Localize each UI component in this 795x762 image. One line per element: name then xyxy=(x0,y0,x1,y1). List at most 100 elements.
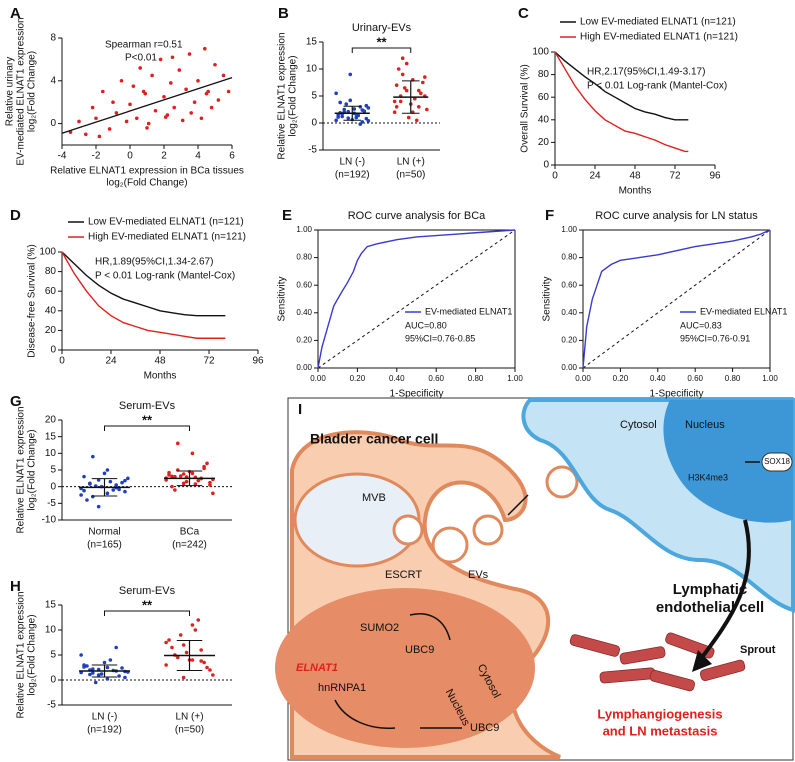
point xyxy=(96,504,101,509)
diagram-panel: I Bladder cancer cell MVB ESCRT EVs SUMO… xyxy=(275,397,795,761)
point xyxy=(406,115,411,120)
point xyxy=(176,655,180,660)
legend-label: Low EV-mediated ELNAT1 (n=121) xyxy=(88,217,244,228)
x-tick-label: 0.20 xyxy=(350,374,366,383)
point xyxy=(169,81,173,85)
x-sublabel: (n=242) xyxy=(172,540,207,551)
x-tick-label: Normal xyxy=(88,527,120,538)
y-tick-label: -5 xyxy=(308,145,317,156)
label: hnRNPA1 xyxy=(318,682,366,694)
label: Lymphangiogenesis xyxy=(597,706,722,721)
x-tick-label: 0.60 xyxy=(428,374,444,383)
significance: ** xyxy=(142,597,153,612)
point xyxy=(82,474,86,479)
x-tick-label: 0 xyxy=(59,356,65,367)
label: EVs xyxy=(468,569,489,581)
x-tick-label: 0 xyxy=(552,171,558,182)
series-line xyxy=(554,51,689,121)
series-line xyxy=(317,229,516,369)
panel-letter: A xyxy=(10,5,21,22)
point xyxy=(404,61,409,66)
point xyxy=(204,91,209,96)
arrow xyxy=(507,494,529,516)
point xyxy=(203,46,207,51)
point xyxy=(181,643,186,647)
x-axis-label: 1-Specificity xyxy=(390,389,444,400)
y-tick-label: 0 xyxy=(50,675,56,686)
x-tick-label: 0.00 xyxy=(575,374,591,383)
vesicle xyxy=(392,514,424,546)
point xyxy=(172,105,176,110)
y-tick-label: 10 xyxy=(45,448,57,459)
y-tick-label: -5 xyxy=(47,700,56,711)
y-tick-label: 40 xyxy=(538,114,550,125)
x-sublabel: (n=50) xyxy=(396,170,425,181)
x-tick-label: -4 xyxy=(58,151,67,162)
point xyxy=(334,118,338,123)
y-tick-label: 8 xyxy=(50,33,56,44)
point xyxy=(123,478,127,483)
point xyxy=(177,68,182,72)
point xyxy=(193,628,198,632)
point xyxy=(108,479,113,484)
point xyxy=(173,474,177,479)
x-tick-label: -2 xyxy=(92,151,101,162)
point xyxy=(94,116,98,121)
point xyxy=(336,115,340,119)
point xyxy=(163,115,168,119)
point xyxy=(150,73,154,78)
trendline xyxy=(61,76,233,134)
y-tick-label: 0.40 xyxy=(561,308,577,317)
point xyxy=(394,83,399,87)
point xyxy=(145,126,149,130)
point xyxy=(205,665,209,670)
panel-letter: G xyxy=(10,393,22,410)
chart-title: ROC curve analysis for BCa xyxy=(348,210,486,222)
label: endothelial cell xyxy=(656,599,764,616)
point xyxy=(187,52,192,56)
x-tick-label: 6 xyxy=(229,151,235,162)
point xyxy=(88,672,92,677)
y-tick-label: 0 xyxy=(543,160,549,171)
y-tick-label: 1.00 xyxy=(296,225,312,234)
y-tick-label: 10 xyxy=(306,64,318,75)
point xyxy=(105,468,110,472)
point xyxy=(114,645,118,650)
point xyxy=(404,88,409,93)
point xyxy=(102,471,107,476)
point xyxy=(184,650,189,655)
point xyxy=(91,671,95,675)
label: ESCRT xyxy=(385,569,422,581)
point xyxy=(211,491,215,496)
point xyxy=(421,80,425,85)
point xyxy=(173,488,177,492)
point xyxy=(126,476,130,481)
point xyxy=(392,99,397,104)
x-tick-label: 0.40 xyxy=(650,374,666,383)
point xyxy=(114,111,119,115)
annotation: 95%CI=0.76-0.85 xyxy=(405,333,475,343)
series-line xyxy=(61,251,226,317)
y-tick-label: 60 xyxy=(45,286,57,297)
annotation: AUC=0.83 xyxy=(680,320,722,330)
label: Cytosol xyxy=(620,419,657,431)
point xyxy=(190,658,195,662)
x-tick-label: 48 xyxy=(629,171,641,182)
significance-bracket xyxy=(351,47,412,53)
point xyxy=(141,89,146,94)
y-tick-label: 0.20 xyxy=(561,336,577,345)
x-tick-label: 24 xyxy=(589,171,601,182)
point xyxy=(205,461,209,466)
y-axis-label: Relative urinary xyxy=(5,57,16,126)
label: UBC9 xyxy=(405,644,434,656)
lymphatic-vessels xyxy=(569,632,746,692)
y-axis-label: Relative ELNAT1 expression xyxy=(16,406,27,533)
point xyxy=(189,111,193,115)
point xyxy=(184,479,189,484)
annotation: P < 0.01 Log-rank (Mantel-Cox) xyxy=(95,271,235,282)
y-tick-label: 20 xyxy=(538,137,550,148)
ev xyxy=(431,526,469,564)
x-tick-label: 1.00 xyxy=(762,374,778,383)
y-tick-label: 0.60 xyxy=(296,280,312,289)
y-tick-label: 1.00 xyxy=(561,225,577,234)
